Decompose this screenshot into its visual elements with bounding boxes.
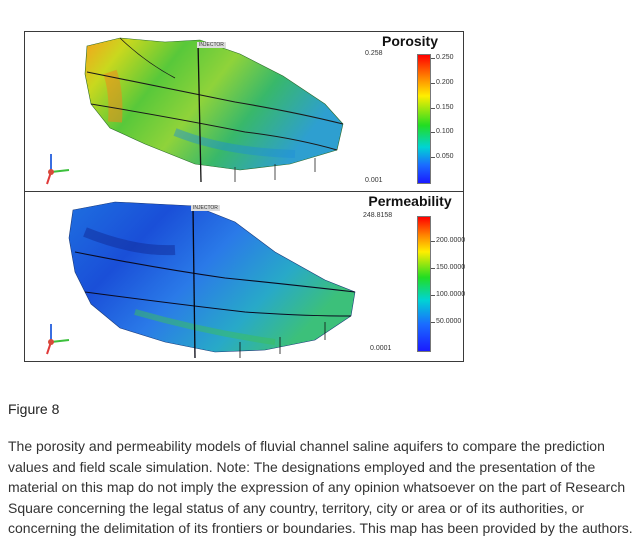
porosity-well-label: INJECTOR — [197, 42, 226, 48]
porosity-tick: 0.100 — [431, 128, 454, 135]
porosity-color-bar — [417, 54, 431, 184]
permeability-reservoir-model — [46, 201, 356, 359]
permeability-tick: 150.0000 — [430, 264, 466, 271]
porosity-legend-title: Porosity — [381, 33, 438, 49]
porosity-min-label: 0.001 — [365, 177, 383, 184]
permeability-tick: 200.0000 — [430, 237, 466, 244]
permeability-legend-title: Permeability — [368, 193, 452, 209]
permeability-tick: 50.0000 — [430, 318, 462, 325]
figure-caption-text: The porosity and permeability models of … — [8, 438, 633, 536]
porosity-max-label: 0.258 — [365, 50, 383, 57]
porosity-legend: Porosity 0.258 0.250 0.200 0.150 0.100 0… — [360, 32, 460, 191]
porosity-tick: 0.150 — [431, 104, 454, 111]
injector-well-line — [192, 207, 196, 359]
permeability-tick: 100.0000 — [430, 291, 466, 298]
figure-caption-title: Figure 8 — [8, 401, 60, 417]
porosity-reservoir-model — [46, 37, 344, 185]
porosity-tick: 0.050 — [431, 153, 454, 160]
permeability-color-bar — [417, 216, 431, 352]
porosity-tick: 0.250 — [431, 54, 454, 61]
orientation-axes-icon — [46, 324, 70, 355]
permeability-legend: Permeability 248.8158 200.0000 150.0000 … — [360, 192, 465, 361]
porosity-tick: 0.200 — [431, 79, 454, 86]
permeability-max-label: 248.8158 — [363, 212, 393, 219]
permeability-well-label: INJECTOR — [191, 205, 220, 211]
figure-8-image: INJECTOR Porosity 0.258 0.250 0.200 0.15… — [24, 31, 465, 362]
porosity-panel: INJECTOR Porosity 0.258 0.250 0.200 0.15… — [25, 32, 463, 192]
injector-well-line — [197, 41, 202, 183]
permeability-min-label: 0.0001 — [370, 345, 392, 352]
permeability-panel: INJECTOR Permeability 248.8158 200.0000 … — [25, 192, 465, 361]
orientation-axes-icon — [46, 154, 70, 185]
